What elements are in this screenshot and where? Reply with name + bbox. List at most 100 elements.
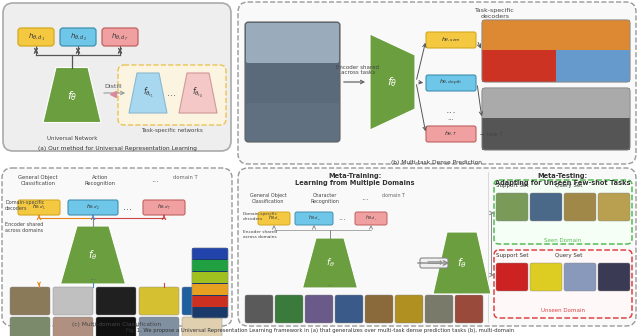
Text: $f_\theta$: $f_\theta$ [326, 257, 335, 269]
Text: ...: ... [89, 274, 97, 283]
Polygon shape [433, 232, 491, 294]
FancyBboxPatch shape [494, 250, 632, 318]
Text: $h_{\theta,depth}$: $h_{\theta,depth}$ [439, 78, 463, 88]
Polygon shape [370, 34, 415, 130]
FancyBboxPatch shape [355, 212, 387, 225]
FancyBboxPatch shape [496, 193, 528, 221]
FancyBboxPatch shape [496, 263, 528, 291]
Text: Encoder shared
across domains: Encoder shared across domains [243, 230, 277, 239]
FancyBboxPatch shape [426, 32, 476, 48]
Text: Query Set: Query Set [555, 253, 582, 258]
FancyBboxPatch shape [53, 287, 93, 315]
Text: Domain-specific
decoders: Domain-specific decoders [243, 212, 278, 221]
FancyBboxPatch shape [60, 28, 96, 46]
Text: $h_{\theta,T}$: $h_{\theta,T}$ [444, 130, 458, 138]
FancyBboxPatch shape [426, 75, 476, 91]
FancyBboxPatch shape [245, 22, 340, 142]
Text: Universal Network: Universal Network [47, 136, 97, 141]
Text: $h_{\theta,d_1}$: $h_{\theta,d_1}$ [28, 32, 44, 43]
Text: (b) Multi-task Dense Prediction: (b) Multi-task Dense Prediction [390, 160, 481, 165]
Polygon shape [179, 73, 217, 113]
FancyBboxPatch shape [482, 20, 630, 82]
Text: domain T: domain T [173, 175, 197, 180]
Text: Query Set: Query Set [555, 183, 582, 188]
FancyBboxPatch shape [68, 200, 118, 215]
FancyBboxPatch shape [96, 287, 136, 315]
Text: $f_\theta$: $f_\theta$ [67, 89, 77, 103]
Text: Support Set: Support Set [496, 253, 529, 258]
FancyBboxPatch shape [246, 23, 339, 63]
Text: $f_\theta$: $f_\theta$ [88, 248, 98, 262]
Text: General Object
Classification: General Object Classification [250, 193, 286, 204]
FancyBboxPatch shape [192, 272, 228, 283]
FancyBboxPatch shape [192, 248, 228, 259]
Text: Action
Recognition: Action Recognition [84, 175, 115, 186]
Text: $f_\theta$: $f_\theta$ [387, 75, 397, 89]
FancyBboxPatch shape [494, 180, 632, 244]
FancyBboxPatch shape [530, 263, 562, 291]
FancyBboxPatch shape [425, 295, 453, 323]
Text: Task-specific networks: Task-specific networks [141, 128, 203, 133]
FancyBboxPatch shape [18, 200, 60, 215]
Text: (c) Multi-domain Classification: (c) Multi-domain Classification [72, 322, 161, 327]
Text: ...: ... [445, 105, 456, 115]
FancyBboxPatch shape [139, 317, 179, 336]
FancyBboxPatch shape [118, 65, 226, 125]
FancyBboxPatch shape [482, 118, 630, 150]
Text: $h_{\theta,d_T}$: $h_{\theta,d_T}$ [111, 32, 129, 43]
FancyBboxPatch shape [245, 295, 273, 323]
Text: Encoder shared
across domains: Encoder shared across domains [5, 222, 44, 233]
Text: Meta-Training:
Learning from Multiple Domains: Meta-Training: Learning from Multiple Do… [295, 173, 415, 186]
Text: Unseen Domain: Unseen Domain [541, 308, 585, 313]
FancyBboxPatch shape [192, 248, 228, 318]
Text: Meta-Testing:
Adapting for Unseen Few-shot Tasks: Meta-Testing: Adapting for Unseen Few-sh… [495, 173, 631, 186]
FancyBboxPatch shape [238, 2, 636, 164]
FancyBboxPatch shape [564, 263, 596, 291]
FancyBboxPatch shape [598, 193, 630, 221]
Text: Character
Recognition: Character Recognition [310, 193, 339, 204]
Text: $h_{\theta,d_T}$: $h_{\theta,d_T}$ [365, 213, 378, 223]
Text: $h_{\theta,d_2}$: $h_{\theta,d_2}$ [86, 202, 100, 212]
Text: Distill: Distill [104, 84, 122, 88]
Text: Domain-specific
decoders: Domain-specific decoders [5, 200, 44, 211]
FancyBboxPatch shape [245, 22, 340, 142]
FancyBboxPatch shape [395, 295, 423, 323]
Text: Encoder shared
across tasks: Encoder shared across tasks [337, 65, 380, 75]
Text: ...: ... [447, 115, 454, 121]
Text: ...: ... [124, 202, 132, 212]
Text: $h_{\theta,d_2}$: $h_{\theta,d_2}$ [70, 32, 86, 43]
FancyBboxPatch shape [482, 20, 630, 50]
FancyBboxPatch shape [295, 212, 333, 225]
FancyBboxPatch shape [426, 126, 476, 142]
FancyBboxPatch shape [3, 3, 231, 151]
FancyBboxPatch shape [182, 317, 222, 336]
Text: $h_{\theta,d_2}$: $h_{\theta,d_2}$ [308, 213, 320, 223]
Text: (a) Our method for Universal Representation Learning: (a) Our method for Universal Representat… [38, 146, 196, 151]
Text: $f_\theta$: $f_\theta$ [457, 256, 467, 270]
Text: ⟹: ⟹ [426, 258, 442, 268]
FancyBboxPatch shape [96, 317, 136, 336]
Text: $f_{\theta_{t_1}}$: $f_{\theta_{t_1}}$ [143, 86, 154, 100]
FancyBboxPatch shape [53, 317, 93, 336]
FancyBboxPatch shape [10, 317, 50, 336]
Text: Fig. 1. We propose a Universal Representation Learning framework in (a) that gen: Fig. 1. We propose a Universal Represent… [126, 328, 514, 333]
FancyBboxPatch shape [482, 88, 630, 118]
Polygon shape [303, 238, 358, 288]
FancyBboxPatch shape [275, 295, 303, 323]
FancyBboxPatch shape [246, 103, 339, 141]
Text: $h_{\theta,d_1}$: $h_{\theta,d_1}$ [32, 202, 46, 212]
FancyBboxPatch shape [2, 168, 232, 326]
FancyBboxPatch shape [556, 50, 630, 82]
Text: ...: ... [151, 175, 159, 184]
FancyBboxPatch shape [18, 28, 54, 46]
FancyBboxPatch shape [482, 50, 556, 82]
Text: ...: ... [326, 279, 334, 288]
FancyBboxPatch shape [192, 260, 228, 271]
FancyBboxPatch shape [455, 295, 483, 323]
FancyBboxPatch shape [10, 287, 50, 315]
Polygon shape [129, 73, 167, 113]
Text: ...: ... [168, 88, 177, 98]
Text: ...: ... [338, 213, 346, 222]
FancyBboxPatch shape [192, 284, 228, 295]
FancyBboxPatch shape [530, 193, 562, 221]
